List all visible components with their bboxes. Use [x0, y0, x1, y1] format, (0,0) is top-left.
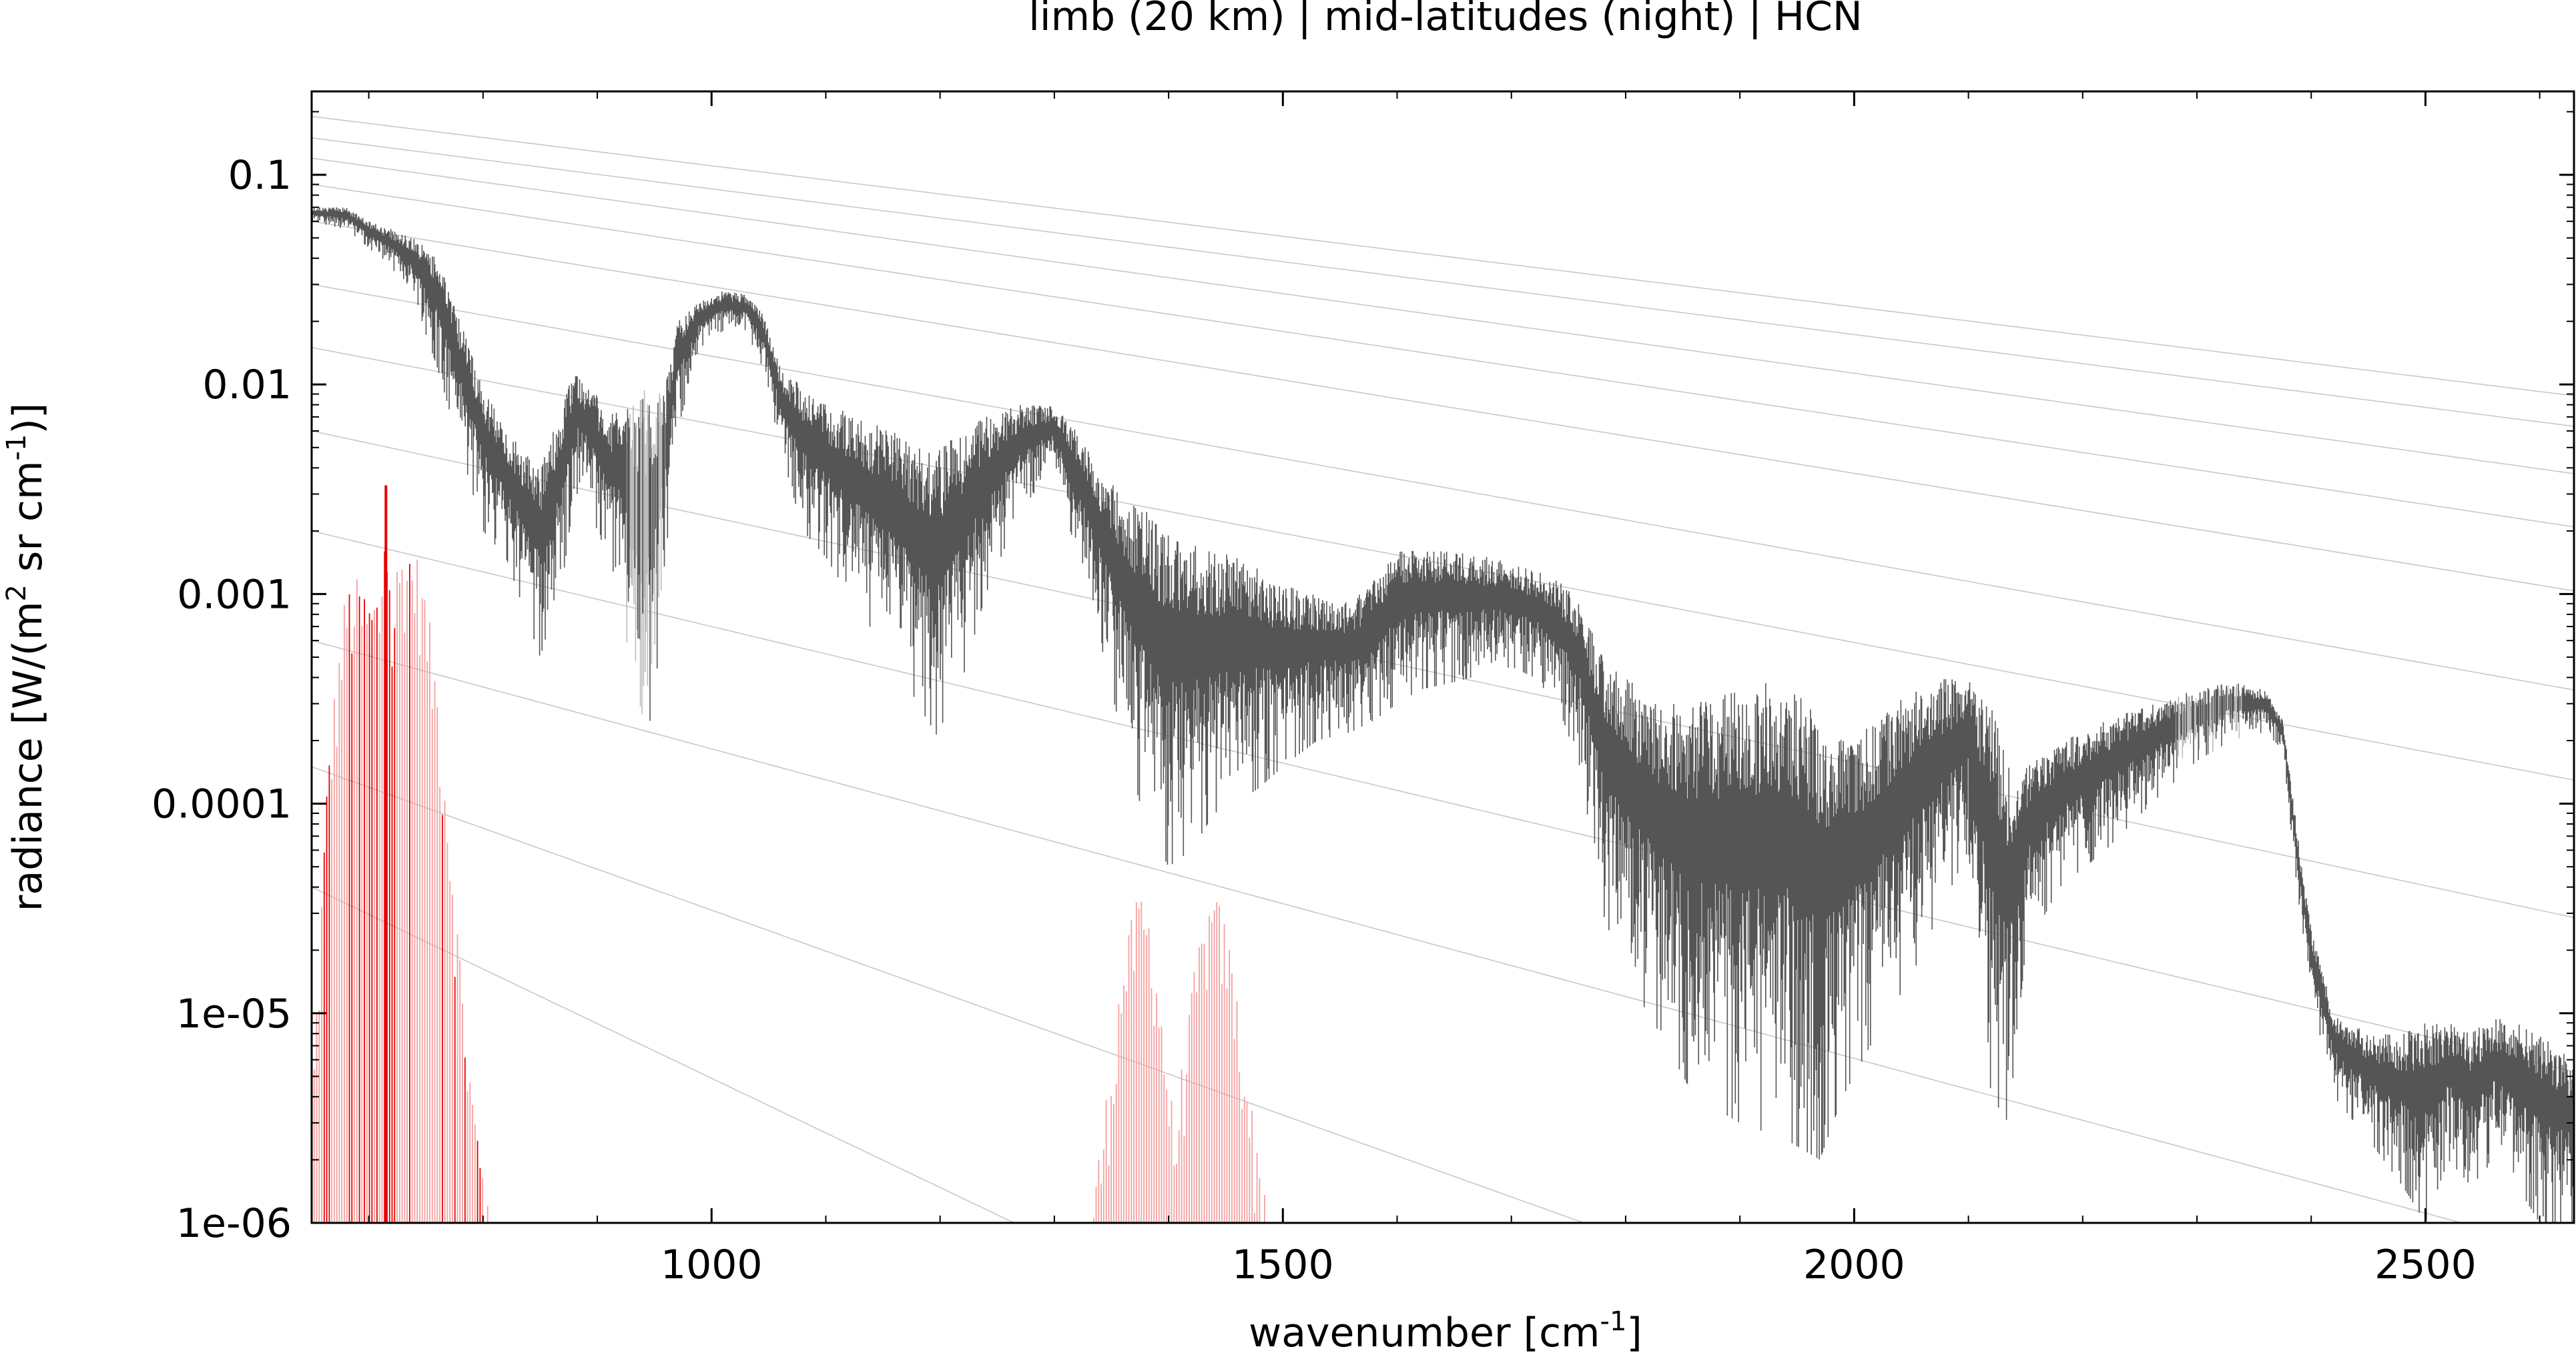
y-axis-label-part-3: )]	[5, 403, 51, 434]
reference-curve-10	[312, 640, 2464, 1223]
total-radiance-dark	[312, 207, 2574, 1223]
y-tick-label: 0.1	[228, 152, 292, 199]
reference-curve-5	[312, 220, 2574, 592]
reference-curve-1	[312, 115, 2574, 396]
y-axis-label-part-1: radiance [W/(m	[5, 601, 51, 911]
axis-ticks: 1000 1500 2000 2500 0.1 0.01 0.001 0.0001 1e-05 1…	[151, 91, 2574, 1288]
y-tick-label: 0.01	[202, 362, 292, 408]
reference-curve-9	[312, 530, 2574, 1073]
y-tick-label: 1e-05	[176, 991, 292, 1037]
x-axis-label: wavenumber [cm-1]	[1249, 1306, 1642, 1356]
y-tick-label: 1e-06	[176, 1200, 292, 1247]
reference-curve-3	[312, 157, 2574, 474]
reference-curve-2	[312, 137, 2574, 427]
reference-curve-8	[312, 430, 2574, 919]
x-axis-label-end: ]	[1626, 1310, 1642, 1356]
x-tick-label: 1000	[661, 1242, 763, 1288]
x-axis-label-main: wavenumber [cm	[1249, 1310, 1600, 1356]
x-tick-label: 1500	[1232, 1242, 1334, 1288]
y-axis-label-sup-2: -1	[1, 434, 32, 461]
total-radiance-series	[312, 207, 2574, 1223]
reference-curve-4	[312, 183, 2574, 528]
x-axis-label-sup: -1	[1600, 1306, 1627, 1337]
total-radiance-light	[626, 390, 2242, 759]
reference-curve-11	[312, 766, 1586, 1223]
chart-title: limb (20 km) | mid-latitudes (night) | H…	[1028, 0, 1863, 40]
x-tick-label: 2000	[1803, 1242, 1905, 1288]
y-axis-label-part-2: sr cm	[5, 460, 51, 584]
y-tick-label: 0.001	[177, 571, 292, 618]
x-tick-label: 2500	[2374, 1242, 2477, 1288]
hcn-contribution-series	[312, 485, 1268, 1223]
y-tick-label: 0.0001	[151, 781, 292, 828]
y-axis-label: radiance [W/(m2 sr cm-1)]	[1, 403, 51, 911]
hcn-lines-light	[313, 560, 1268, 1223]
y-axis-label-sup-1: 2	[1, 584, 32, 601]
reference-curve-12	[312, 886, 1016, 1223]
